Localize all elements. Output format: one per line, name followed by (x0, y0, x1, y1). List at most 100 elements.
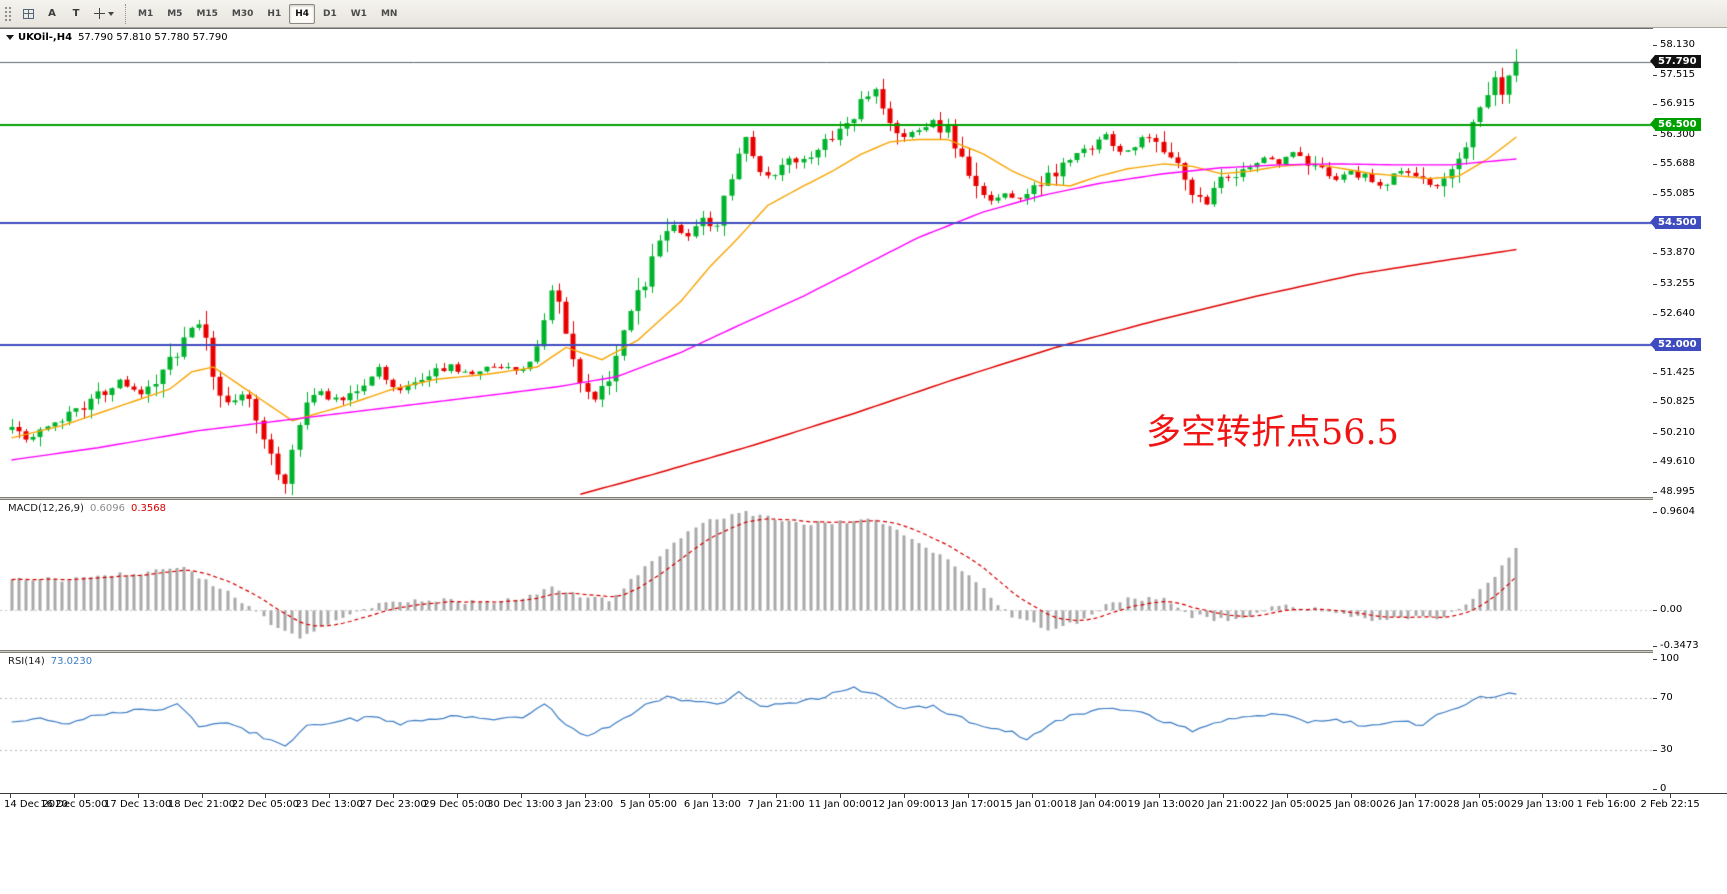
time-tick-label: 2 Feb 22:15 (1640, 799, 1700, 810)
time-tick-label: 20 Jan 21:00 (1191, 799, 1255, 810)
axis-tick-mark (1653, 253, 1657, 255)
time-tick-label: 11 Jan 00:00 (808, 799, 872, 810)
time-tick-mark (584, 794, 586, 798)
time-tick-mark (1542, 794, 1544, 798)
axis-tick-mark (1653, 512, 1657, 513)
time-tick-mark (73, 794, 75, 798)
price-tick-label: 58.130 (1660, 39, 1695, 50)
macd-value-signal: 0.3568 (130, 503, 166, 514)
timeframe-button-w1[interactable]: W1 (345, 4, 373, 24)
annotation-text[interactable]: 多空转折点56.5 (1146, 413, 1399, 453)
axis-tick-mark (1653, 283, 1657, 285)
timeframe-button-h1[interactable]: H1 (261, 4, 287, 24)
time-tick-label: 13 Jan 17:00 (936, 799, 1000, 810)
time-tick-label: 6 Jan 13:00 (683, 799, 741, 810)
symbol-info: UKOil-,H4 57.790 57.810 57.780 57.790 (6, 32, 228, 43)
time-tick-label: 29 Dec 05:00 (423, 799, 491, 810)
time-tick-label: 7 Jan 21:00 (747, 799, 805, 810)
price-tick-label: 56.915 (1660, 98, 1695, 110)
timeframe-button-m5[interactable]: M5 (161, 4, 188, 24)
price-tick-label: 51.425 (1660, 367, 1695, 379)
current-price-tag: 57.790 (1650, 55, 1701, 69)
timeframe-button-d1[interactable]: D1 (317, 4, 343, 24)
time-tick-label: 3 Jan 23:00 (556, 799, 614, 810)
timeframe-button-m1[interactable]: M1 (132, 4, 159, 24)
axis-tick-mark (1653, 492, 1657, 493)
time-tick-mark (1287, 794, 1288, 798)
axis-tick-mark (1653, 789, 1657, 790)
axis-tick-mark (1653, 402, 1657, 404)
macd-canvas[interactable] (0, 500, 1653, 650)
timeframe-button-m15[interactable]: M15 (190, 4, 223, 24)
time-tick-mark (903, 794, 905, 798)
macd-tick-label: 0.9604 (1660, 506, 1695, 517)
toolbar-separator (125, 3, 126, 24)
panel-separator[interactable] (0, 497, 1727, 500)
time-tick-label: 23 Dec 13:00 (295, 799, 363, 810)
time-tick-label: 15 Jan 01:00 (999, 799, 1064, 810)
price-tick-label: 53.870 (1660, 247, 1695, 259)
time-tick-label: 12 Jan 09:00 (872, 799, 936, 810)
cursor-tool-button[interactable]: A (41, 3, 63, 24)
rsi-tick-label: 0 (1660, 783, 1667, 794)
price-tick-label: 53.255 (1660, 277, 1695, 289)
axis-tick-mark (1653, 750, 1657, 751)
macd-tick-label: -0.3473 (1660, 640, 1699, 651)
hline-price-tag: 56.500 (1650, 118, 1701, 132)
time-tick-mark (1414, 794, 1416, 798)
time-tick-mark (265, 794, 267, 798)
time-tick-label: 14 Dec 2020 (4, 799, 68, 810)
time-tick-label: 28 Jan 05:00 (1446, 799, 1511, 810)
timeframe-button-m30[interactable]: M30 (226, 4, 259, 24)
rsi-tick-label: 100 (1660, 653, 1680, 664)
time-tick-mark (201, 794, 203, 798)
axis-tick-mark (1653, 194, 1657, 195)
panel-separator[interactable] (0, 650, 1727, 653)
macd-label: MACD(12,26,9) 0.6096 0.3568 (8, 503, 172, 514)
toolbar-grip[interactable] (4, 5, 12, 22)
time-tick-label: 17 Dec 13:00 (104, 799, 172, 810)
chart-windows-icon (22, 8, 34, 19)
crosshair-icon (94, 8, 105, 19)
chart-top-border (0, 28, 1727, 29)
price-tick-label: 57.515 (1660, 69, 1695, 81)
timeframe-button-mn[interactable]: MN (375, 4, 404, 24)
timeframe-button-h4[interactable]: H4 (289, 3, 315, 24)
time-tick-mark (456, 794, 458, 798)
axis-tick-mark (1653, 134, 1657, 136)
axis-tick-mark (1653, 610, 1657, 612)
time-tick-label: 27 Dec 23:00 (359, 799, 427, 810)
time-tick-mark (329, 794, 331, 798)
time-tick-label: 19 Jan 13:00 (1127, 799, 1191, 810)
price-axis[interactable]: 58.130 57.515 56.915 56.300 55.688 55.085 53.8… (1650, 28, 1727, 794)
axis-tick-mark (1653, 75, 1657, 77)
time-tick-mark (1606, 794, 1608, 798)
time-tick-mark (10, 794, 11, 798)
time-tick-label: 22 Dec 05:00 (231, 799, 300, 810)
text-tool-button[interactable]: T (65, 3, 87, 24)
time-tick-label: 25 Jan 08:00 (1319, 799, 1383, 810)
time-tick-label: 1 Feb 16:00 (1576, 799, 1636, 810)
axis-tick-mark (1653, 461, 1657, 463)
macd-value-main: 0.6096 (89, 503, 125, 514)
expand-caret-icon[interactable] (6, 35, 14, 40)
toolbar: A T M1 M5 M15 M30 H1 H4 D1 W1 MN (0, 0, 1727, 28)
time-tick-label: 22 Jan 05:00 (1255, 799, 1319, 810)
time-tick-label: 18 Jan 04:00 (1063, 799, 1128, 810)
price-tick-label: 55.085 (1660, 188, 1695, 199)
rsi-tick-label: 70 (1660, 692, 1673, 703)
price-tick-label: 50.825 (1660, 396, 1695, 408)
symbol-name: UKOil-,H4 (18, 32, 73, 43)
price-tick-label: 52.640 (1660, 307, 1695, 319)
price-chart-canvas[interactable] (0, 28, 1653, 497)
time-tick-mark (1095, 794, 1097, 798)
draw-tool-button[interactable] (89, 3, 119, 24)
chart-windows-button[interactable] (17, 3, 39, 24)
rsi-canvas[interactable] (0, 653, 1653, 793)
axis-tick-mark (1653, 164, 1657, 166)
time-axis[interactable]: 14 Dec 2020 16 Dec 05:00 17 Dec 13:00 18 De… (0, 793, 1727, 894)
time-tick-mark (840, 794, 842, 798)
axis-tick-mark (1653, 373, 1657, 375)
hline-price-tag: 52.000 (1650, 338, 1701, 352)
